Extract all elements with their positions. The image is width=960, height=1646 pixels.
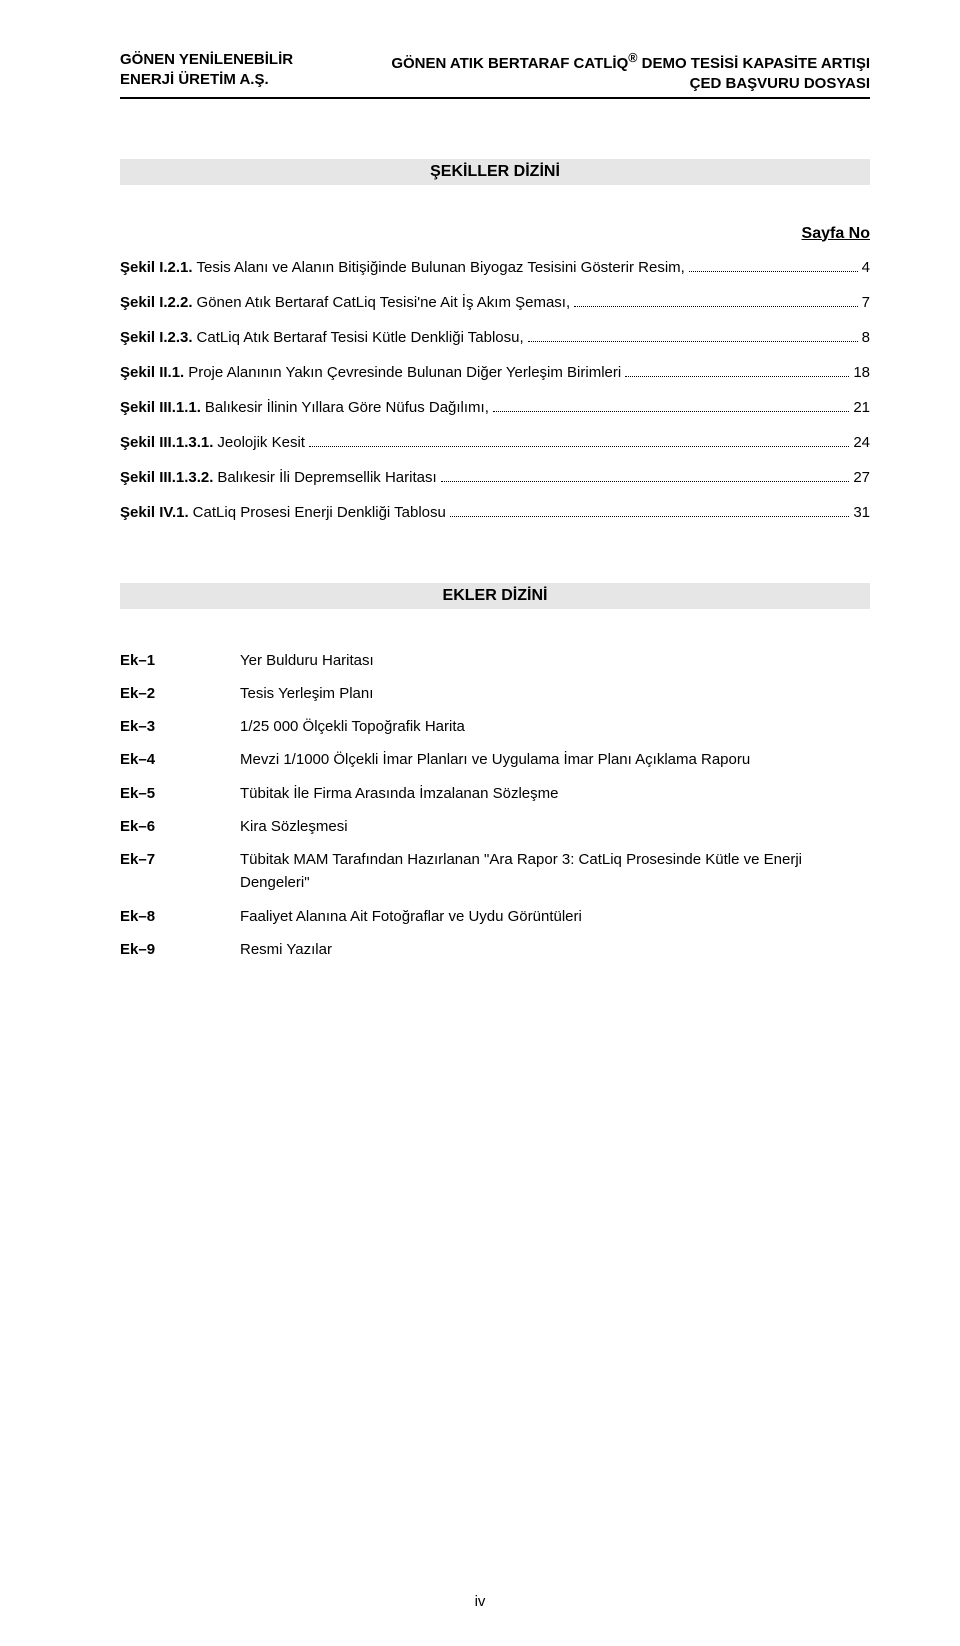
sekil-text: Tesis Alanı ve Alanın Bitişiğinde Buluna… <box>197 257 685 278</box>
sekil-text: CatLiq Prosesi Enerji Denkliği Tablosu <box>193 502 446 523</box>
sekil-line: Şekil I.2.2. Gönen Atık Bertaraf CatLiq … <box>120 292 870 313</box>
ek-text: Tübitak İle Firma Arasında İmzalanan Söz… <box>240 782 870 805</box>
ek-row: Ek–31/25 000 Ölçekli Topoğrafik Harita <box>120 715 870 738</box>
ek-row: Ek–1Yer Bulduru Haritası <box>120 649 870 672</box>
sayfa-no-wrap: Sayfa No <box>120 225 870 243</box>
ek-row: Ek–2Tesis Yerleşim Planı <box>120 682 870 705</box>
sekil-label: Şekil III.1.1. <box>120 397 201 418</box>
dot-leader <box>441 468 850 482</box>
ek-row: Ek–7Tübitak MAM Tarafından Hazırlanan "A… <box>120 848 870 895</box>
sekiller-list: Şekil I.2.1. Tesis Alanı ve Alanın Bitiş… <box>120 257 870 523</box>
sekil-line: Şekil III.1.3.2. Balıkesir İli Depremsel… <box>120 467 870 488</box>
header-rule <box>120 97 870 99</box>
sekil-label: Şekil II.1. <box>120 362 184 383</box>
sekil-text: CatLiq Atık Bertaraf Tesisi Kütle Denkli… <box>197 327 524 348</box>
sekil-line: Şekil I.2.1. Tesis Alanı ve Alanın Bitiş… <box>120 257 870 278</box>
sekil-line: Şekil III.1.1. Balıkesir İlinin Yıllara … <box>120 397 870 418</box>
ek-label: Ek–3 <box>120 715 240 738</box>
header-left-line1: GÖNEN YENİLENEBİLİR <box>120 50 293 70</box>
dot-leader <box>574 293 858 307</box>
dot-leader <box>528 328 858 342</box>
ek-label: Ek–9 <box>120 938 240 961</box>
ek-label: Ek–4 <box>120 748 240 771</box>
ek-row: Ek–6Kira Sözleşmesi <box>120 815 870 838</box>
header-right: GÖNEN ATIK BERTARAF CATLİQ® DEMO TESİSİ … <box>391 50 870 95</box>
dot-leader <box>493 398 849 412</box>
document-page: GÖNEN YENİLENEBİLİR ENERJİ ÜRETİM A.Ş. G… <box>0 0 960 1646</box>
dot-leader <box>625 363 849 377</box>
sekil-text: Gönen Atık Bertaraf CatLiq Tesisi'ne Ait… <box>197 292 571 313</box>
ek-text: Yer Bulduru Haritası <box>240 649 870 672</box>
sekil-label: Şekil III.1.3.2. <box>120 467 213 488</box>
sekil-label: Şekil I.2.1. <box>120 257 193 278</box>
sekil-text: Proje Alanının Yakın Çevresinde Bulunan … <box>188 362 621 383</box>
dot-leader <box>309 433 849 447</box>
sekil-text: Jeolojik Kesit <box>217 432 305 453</box>
ek-row: Ek–5Tübitak İle Firma Arasında İmzalanan… <box>120 782 870 805</box>
header-right-line1-b: DEMO TESİSİ KAPASİTE ARTIŞI <box>637 55 870 72</box>
ek-text: Kira Sözleşmesi <box>240 815 870 838</box>
sekil-label: Şekil IV.1. <box>120 502 189 523</box>
ek-text: Tübitak MAM Tarafından Hazırlanan "Ara R… <box>240 848 870 895</box>
sekil-text: Balıkesir İli Depremsellik Haritası <box>217 467 436 488</box>
sekil-line: Şekil III.1.3.1. Jeolojik Kesit 24 <box>120 432 870 453</box>
ek-text: 1/25 000 Ölçekli Topoğrafik Harita <box>240 715 870 738</box>
header-left: GÖNEN YENİLENEBİLİR ENERJİ ÜRETİM A.Ş. <box>120 50 293 91</box>
section-bar-ekler: EKLER DİZİNİ <box>120 583 870 609</box>
header-left-line2: ENERJİ ÜRETİM A.Ş. <box>120 70 293 90</box>
dot-leader <box>450 503 849 517</box>
page-header: GÖNEN YENİLENEBİLİR ENERJİ ÜRETİM A.Ş. G… <box>120 50 870 95</box>
sekil-label: Şekil I.2.3. <box>120 327 193 348</box>
footer-page-number: iv <box>0 1593 960 1610</box>
ekler-list: Ek–1Yer Bulduru HaritasıEk–2Tesis Yerleş… <box>120 649 870 962</box>
ek-label: Ek–8 <box>120 905 240 928</box>
sekil-page: 27 <box>853 467 870 488</box>
ek-row: Ek–8Faaliyet Alanına Ait Fotoğraflar ve … <box>120 905 870 928</box>
ek-row: Ek–9Resmi Yazılar <box>120 938 870 961</box>
sekil-page: 8 <box>862 327 870 348</box>
ek-text: Tesis Yerleşim Planı <box>240 682 870 705</box>
sayfa-no-label: Sayfa No <box>802 225 870 242</box>
header-right-line2: ÇED BAŞVURU DOSYASI <box>391 74 870 94</box>
sekil-page: 31 <box>853 502 870 523</box>
sekil-line: Şekil I.2.3. CatLiq Atık Bertaraf Tesisi… <box>120 327 870 348</box>
ek-text: Faaliyet Alanına Ait Fotoğraflar ve Uydu… <box>240 905 870 928</box>
sekil-page: 4 <box>862 257 870 278</box>
ek-label: Ek–6 <box>120 815 240 838</box>
ek-label: Ek–2 <box>120 682 240 705</box>
header-right-line1-a: GÖNEN ATIK BERTARAF CATLİQ <box>391 55 628 72</box>
ek-label: Ek–7 <box>120 848 240 871</box>
sekil-page: 21 <box>853 397 870 418</box>
dot-leader <box>689 258 858 272</box>
ek-row: Ek–4Mevzi 1/1000 Ölçekli İmar Planları v… <box>120 748 870 771</box>
sekil-line: Şekil IV.1. CatLiq Prosesi Enerji Denkli… <box>120 502 870 523</box>
ek-text: Mevzi 1/1000 Ölçekli İmar Planları ve Uy… <box>240 748 870 771</box>
section-bar-sekiller: ŞEKİLLER DİZİNİ <box>120 159 870 185</box>
sekil-page: 24 <box>853 432 870 453</box>
sekil-text: Balıkesir İlinin Yıllara Göre Nüfus Dağı… <box>205 397 489 418</box>
ek-label: Ek–5 <box>120 782 240 805</box>
sekil-page: 7 <box>862 292 870 313</box>
sekil-label: Şekil I.2.2. <box>120 292 193 313</box>
ek-label: Ek–1 <box>120 649 240 672</box>
ek-text: Resmi Yazılar <box>240 938 870 961</box>
header-right-line1: GÖNEN ATIK BERTARAF CATLİQ® DEMO TESİSİ … <box>391 50 870 74</box>
sekil-label: Şekil III.1.3.1. <box>120 432 213 453</box>
sekil-line: Şekil II.1. Proje Alanının Yakın Çevresi… <box>120 362 870 383</box>
sekil-page: 18 <box>853 362 870 383</box>
